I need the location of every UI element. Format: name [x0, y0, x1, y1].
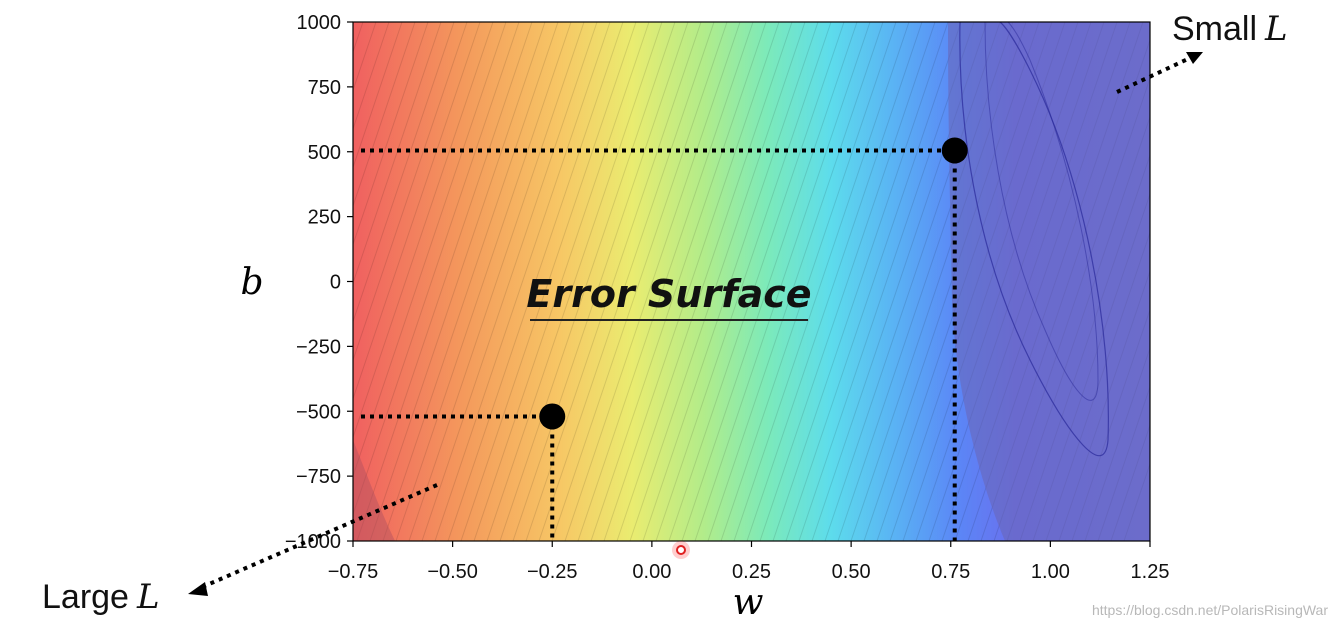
- x-tick-label: 0.00: [632, 561, 671, 583]
- contour-line: [356, 22, 533, 541]
- contour-line: [499, 22, 676, 541]
- contour-line: [564, 22, 741, 541]
- y-tick-label: 250: [308, 207, 341, 229]
- contour-line: [785, 22, 962, 541]
- contour-line: [772, 22, 949, 541]
- y-tick-label: 750: [308, 77, 341, 99]
- x-tick-label: −0.50: [427, 561, 478, 583]
- contour-line: [353, 22, 429, 246]
- small-L-label: Small L: [1172, 9, 1288, 49]
- x-tick-label: 1.00: [1031, 561, 1070, 583]
- y-axis-label: b: [240, 262, 263, 303]
- high-loss-region: [353, 440, 395, 541]
- contour-line: [798, 22, 975, 541]
- contour-line: [512, 22, 689, 541]
- y-tick-label: 500: [308, 142, 341, 164]
- point-marker-1: [539, 403, 566, 430]
- contour-line: [353, 22, 494, 439]
- contour-line: [655, 22, 832, 541]
- small-word: Small: [1172, 10, 1257, 48]
- contour-line: [577, 22, 754, 541]
- contour-line: [353, 22, 481, 401]
- large-L-arrow-line: [199, 483, 438, 590]
- contour-line: [382, 22, 559, 541]
- contour-line: [395, 22, 572, 541]
- contour-line: [353, 22, 403, 169]
- basin-contour-inner: [984, 22, 1099, 401]
- large-word: Large: [42, 578, 129, 616]
- contour-line: [538, 22, 715, 541]
- contour-line: [707, 22, 884, 541]
- contour-line: [353, 22, 468, 362]
- basin-contour-outer: [959, 22, 1109, 457]
- y-tick-label: 1000: [297, 12, 342, 34]
- large-L-label: Large L: [42, 577, 160, 617]
- y-tick-label: 0: [330, 272, 341, 294]
- contour-line: [694, 22, 871, 541]
- contour-line: [473, 22, 650, 541]
- contour-line: [353, 22, 390, 131]
- contour-line: [590, 22, 767, 541]
- data-points: [539, 137, 968, 430]
- contour-line: [353, 22, 520, 516]
- y-tick-label: −750: [296, 466, 341, 488]
- contour-line: [616, 22, 793, 541]
- contour-line: [460, 22, 637, 541]
- point-marker-2: [941, 137, 968, 164]
- cursor-dot: [676, 545, 686, 555]
- contour-line: [447, 22, 624, 541]
- contour-line: [642, 22, 819, 541]
- cursor-indicator: [672, 541, 690, 559]
- contour-line: [525, 22, 702, 541]
- contour-line: [759, 22, 936, 541]
- contour-line: [629, 22, 806, 541]
- x-tick-label: 0.75: [931, 561, 970, 583]
- contour-line: [434, 22, 611, 541]
- contour-line: [421, 22, 598, 541]
- small-L-arrowhead: [1186, 52, 1203, 64]
- low-loss-basin: [948, 22, 1150, 541]
- minimum-region: [948, 22, 1150, 541]
- x-tick-label: −0.25: [527, 561, 578, 583]
- x-tick-label: 1.25: [1131, 561, 1170, 583]
- contour-line: [353, 22, 416, 208]
- contour-line: [746, 22, 923, 541]
- contour-line: [353, 22, 507, 478]
- high-loss-shade: [353, 440, 395, 541]
- y-tick-label: −1000: [285, 531, 341, 553]
- contour-line: [486, 22, 663, 541]
- y-tick-label: −250: [296, 336, 341, 358]
- plot-area: [352, 21, 1151, 542]
- watermark: https://blog.csdn.net/PolarisRisingWar: [1092, 602, 1328, 618]
- large-L-annotation: Large L: [42, 483, 438, 617]
- y-tick-label: −500: [296, 401, 341, 423]
- large-symbol: L: [136, 577, 160, 617]
- large-L-arrowhead: [188, 582, 208, 596]
- contour-line: [408, 22, 585, 541]
- guide-lines: [361, 148, 957, 541]
- x-tick-label: −0.75: [328, 561, 379, 583]
- x-axis-label: w: [733, 582, 764, 623]
- x-axis: −0.75 −0.50 −0.25 0.00 0.25 0.50 0.75 1.00 1.25: [328, 541, 1170, 583]
- small-L-annotation: Small L: [1116, 9, 1288, 94]
- contour-line: [603, 22, 780, 541]
- x-tick-label: 0.50: [832, 561, 871, 583]
- chart-title-text: Error Surface: [526, 272, 811, 316]
- chart-title: Error Surface: [526, 272, 812, 321]
- contour-line: [369, 22, 546, 541]
- x-tick-label: 0.25: [732, 561, 771, 583]
- small-symbol: L: [1264, 9, 1288, 49]
- y-axis: 1000 750 500 250 0 −250 −500 −750 −1000: [285, 12, 353, 553]
- contour-line: [551, 22, 728, 541]
- contour-line: [733, 22, 910, 541]
- contour-line: [353, 22, 455, 324]
- contour-line: [720, 22, 897, 541]
- contour-line: [681, 22, 858, 541]
- contour-line: [668, 22, 845, 541]
